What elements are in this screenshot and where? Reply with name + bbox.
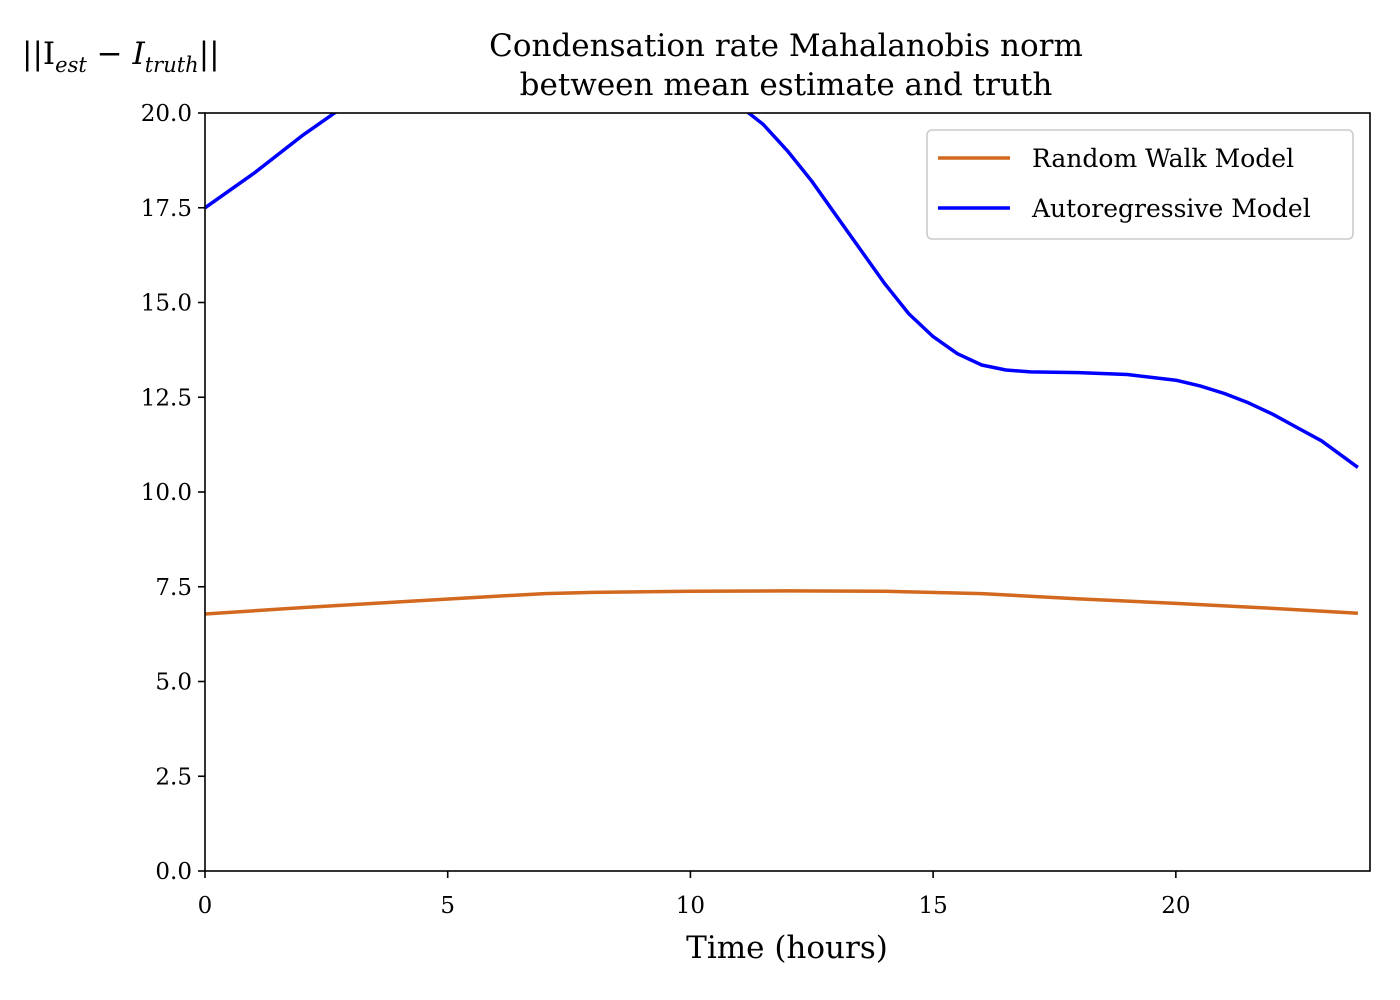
x-axis-ticks: 0 5 10 15 20 [198, 871, 1190, 919]
y-tick-label: 0.0 [155, 859, 192, 885]
x-tick-label: 10 [676, 893, 705, 919]
y-tick-label: 20.0 [141, 101, 192, 127]
legend: Random Walk Model Autoregressive Model [926, 129, 1354, 240]
y-tick-label: 5.0 [155, 670, 192, 696]
x-tick-label: 15 [918, 893, 947, 919]
series-line-autoregressive-model [205, 113, 1359, 469]
y-tick-label: 7.5 [155, 575, 192, 601]
chart-subtitle: between mean estimate and truth [520, 67, 1053, 103]
x-tick-label: 20 [1161, 893, 1190, 919]
x-tick-label: 5 [440, 893, 455, 919]
series-line-random-walk-model [205, 589, 1359, 616]
y-tick-label: 17.5 [141, 196, 192, 222]
x-axis-label: Time (hours) [686, 930, 888, 966]
y-tick-label: 2.5 [155, 764, 192, 790]
x-tick-label: 0 [198, 893, 213, 919]
y-axis-label: ||Iest − Itruth|| [22, 36, 220, 77]
y-tick-label: 15.0 [141, 291, 192, 317]
legend-box [926, 129, 1354, 240]
legend-label-autoregressive: Autoregressive Model [1031, 194, 1311, 223]
series-group [205, 113, 1359, 616]
y-tick-label: 12.5 [141, 385, 192, 411]
y-tick-label: 10.0 [141, 480, 192, 506]
chart-title: Condensation rate Mahalanobis norm [489, 28, 1083, 64]
y-axis-ticks: 0.0 2.5 5.0 7.5 10.0 12.5 15.0 17.5 20.0 [141, 101, 205, 885]
legend-label-random-walk: Random Walk Model [1032, 144, 1294, 173]
